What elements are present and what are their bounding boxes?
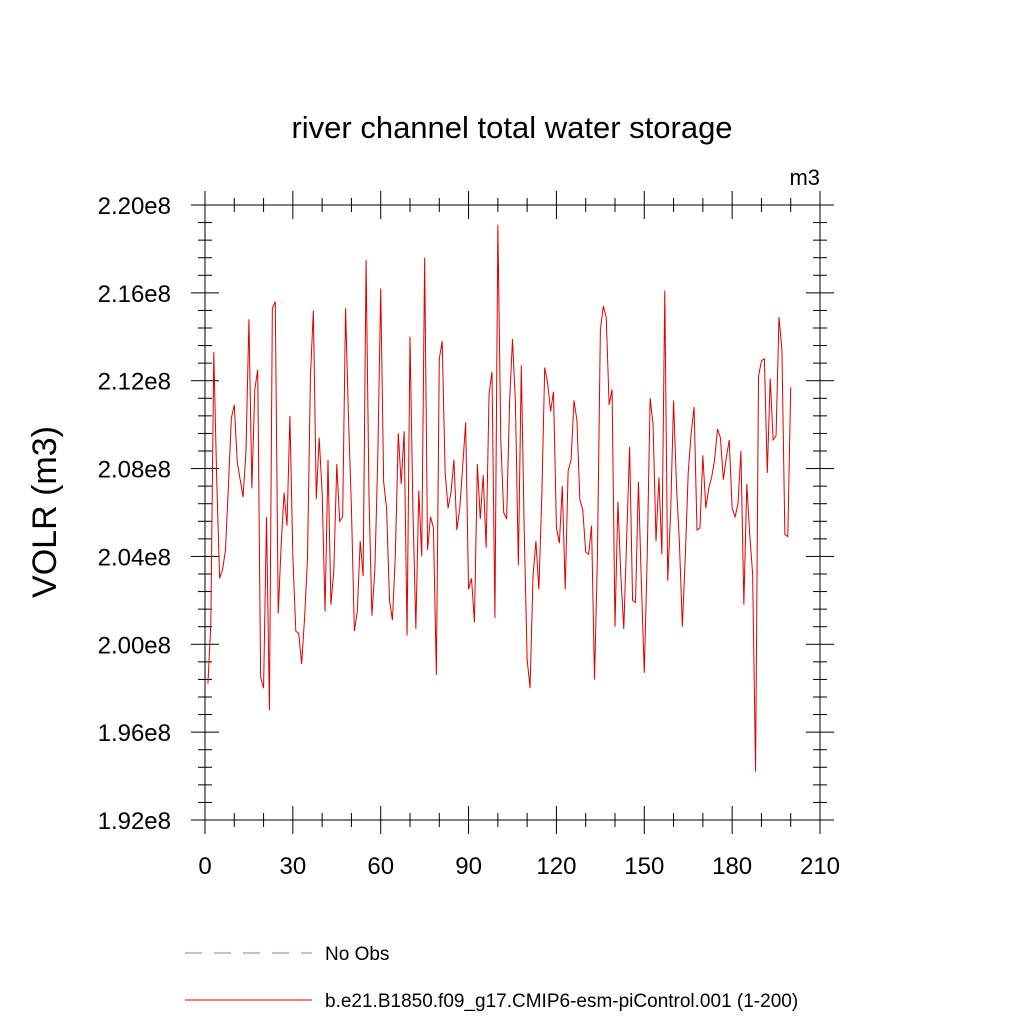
x-tick-label: 120 (536, 853, 576, 880)
y-tick-label: 2.04e8 (98, 544, 171, 571)
x-tick-label: 60 (367, 853, 394, 880)
y-tick-label: 2.12e8 (98, 369, 171, 396)
x-tick-label: 150 (624, 853, 664, 880)
series-line (207, 224, 792, 772)
x-tick-label: 210 (800, 853, 840, 880)
y-tick-label: 2.16e8 (98, 281, 171, 308)
x-tick-label: 30 (280, 853, 307, 880)
legend-label: No Obs (325, 944, 389, 965)
y-axis-label: VOLR (m3) (26, 426, 64, 598)
plot-frame (204, 204, 821, 821)
y-tick-label: 2.00e8 (98, 632, 171, 659)
legend: No Obs b.e21.B1850.f09_g17.CMIP6-esm-piCo… (185, 944, 798, 1012)
y-tick-label: 1.92e8 (98, 808, 171, 835)
x-tick-label: 0 (198, 853, 211, 880)
y-tick-label: 2.20e8 (98, 193, 171, 220)
series-layer (207, 224, 792, 772)
x-tick-label: 180 (712, 853, 752, 880)
y-tick-label: 1.96e8 (98, 720, 171, 747)
units-label: m3 (789, 165, 820, 190)
legend-label: b.e21.B1850.f09_g17.CMIP6-esm-piControl.… (325, 991, 798, 1012)
y-tick-label: 2.08e8 (98, 457, 171, 484)
x-tick-label: 90 (455, 853, 482, 880)
chart-title: river channel total water storage (291, 110, 732, 145)
axis-tick-labels: 0 30 60 90 120 150 180 210 1.92e8 1.96e8 2.00e8 2.0… (98, 193, 840, 880)
